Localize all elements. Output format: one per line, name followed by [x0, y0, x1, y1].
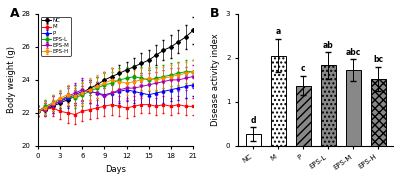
- Text: ab: ab: [323, 41, 334, 50]
- Bar: [320, 65, 336, 146]
- Bar: [346, 70, 360, 146]
- Bar: [246, 134, 260, 146]
- Text: d: d: [250, 116, 256, 125]
- Bar: [270, 56, 286, 146]
- Legend: NC, M, P, EPS-L, EPS-M, EPS-H: NC, M, P, EPS-L, EPS-M, EPS-H: [41, 17, 71, 56]
- Bar: [296, 86, 310, 146]
- Text: A: A: [10, 7, 20, 20]
- Text: bc: bc: [373, 55, 383, 64]
- Text: a: a: [276, 27, 281, 36]
- Y-axis label: Disease activity index: Disease activity index: [211, 33, 220, 126]
- Text: B: B: [210, 7, 220, 20]
- Y-axis label: Body weight (g): Body weight (g): [7, 46, 16, 113]
- Text: c: c: [301, 64, 305, 73]
- X-axis label: Days: Days: [105, 165, 126, 174]
- Bar: [370, 79, 386, 146]
- Text: abc: abc: [345, 48, 361, 57]
